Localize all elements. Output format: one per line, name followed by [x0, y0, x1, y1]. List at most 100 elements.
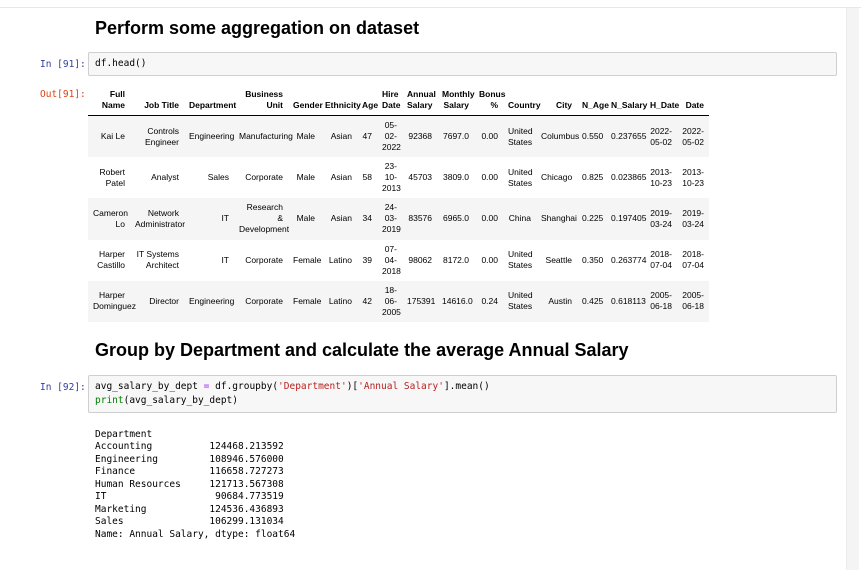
col-header: Business Unit: [234, 86, 288, 117]
df-cell: Director: [149, 295, 179, 306]
col-header: Job Title: [130, 86, 184, 117]
code-token-string: 'Annual Salary': [358, 380, 444, 392]
df-cell: 98062: [408, 254, 432, 265]
df-cell: 39: [362, 254, 372, 265]
df-cell: 18-06-2005: [382, 284, 401, 317]
df-cell: 0.618113: [611, 295, 646, 306]
code-token-string: 'Department': [278, 380, 347, 392]
df-cell: Corporate: [245, 295, 283, 306]
df-cell: 3809.0: [443, 172, 469, 183]
df-cell: 05-02-2022: [382, 120, 401, 153]
col-header: Annual Salary: [402, 86, 437, 117]
col-header: Ethnicity: [320, 86, 361, 117]
df-cell: 0.263774: [611, 254, 647, 265]
df-cell: 07-04-2018: [382, 243, 401, 276]
df-cell: United States: [508, 290, 533, 312]
df-cell: 2005-06-18: [682, 290, 704, 312]
df-cell: 34: [362, 213, 372, 224]
df-header-row: Full Name Job Title Department Business …: [88, 86, 709, 117]
df-cell: Network Administrator: [135, 207, 186, 229]
df-cell: 23-10-2013: [382, 161, 401, 194]
df-cell: 0.425: [582, 295, 604, 306]
output-area-92: Department Accounting 124468.213592 Engi…: [40, 419, 837, 542]
df-cell: 2018-07-04: [682, 249, 704, 271]
col-header: Gender: [288, 86, 323, 117]
markdown-heading-2: Group by Department and calculate the av…: [95, 339, 629, 360]
df-row: Harper Dominguez Director Engineering Co…: [88, 280, 709, 322]
df-cell: Robert Patel: [99, 166, 125, 188]
df-cell: 0.350: [582, 254, 604, 265]
col-header: Date: [677, 86, 709, 117]
df-cell: Asian: [330, 131, 352, 142]
df-cell: Seattle: [545, 254, 572, 265]
df-cell: Asian: [330, 213, 352, 224]
df-row: Kai Le Controls Engineer Engineering Man…: [88, 115, 709, 158]
df-cell: 2022-05-02: [650, 125, 672, 147]
df-cell: 42: [362, 295, 372, 306]
df-cell: 2019-03-24: [650, 207, 672, 229]
df-cell: Asian: [330, 172, 352, 183]
df-cell: Engineering: [189, 131, 235, 142]
col-header: Hire Date: [377, 86, 402, 117]
df-cell: 0.023865: [611, 172, 647, 183]
df-cell: Harper Dominguez: [93, 290, 136, 312]
df-cell: United States: [508, 249, 533, 271]
df-cell: 0.00: [481, 254, 498, 265]
df-cell: 0.197405: [611, 213, 647, 224]
df-cell: Corporate: [245, 254, 283, 265]
input-prompt-92: In [92]:: [40, 381, 86, 393]
df-cell: Columbus: [541, 131, 580, 142]
col-header: Bonus %: [474, 86, 505, 117]
df-cell: United States: [508, 166, 533, 188]
df-cell: 7697.0: [443, 131, 469, 142]
df-cell: 2018-07-04: [650, 249, 672, 271]
output-prompt-spacer: [40, 419, 88, 425]
code-input-92[interactable]: avg_salary_by_dept = df.groupby('Departm…: [88, 374, 837, 413]
df-cell: 0.00: [481, 131, 498, 142]
df-cell: 0.24: [481, 295, 498, 306]
stream-output: Department Accounting 124468.213592 Engi…: [95, 428, 296, 540]
df-cell: Female: [293, 254, 322, 265]
df-cell: IT: [221, 213, 229, 224]
code-token: (avg_salary_by_dept): [123, 394, 238, 406]
input-prompt-91: In [91]:: [40, 59, 86, 70]
df-cell: Austin: [548, 295, 572, 306]
df-cell: Male: [296, 131, 315, 142]
df-cell: Female: [293, 295, 322, 306]
code-input-91[interactable]: df.head(): [88, 52, 837, 76]
toolbar-divider: [0, 7, 861, 8]
col-header: H_Date: [645, 86, 679, 117]
df-cell: 24-03-2019: [382, 202, 401, 235]
col-header: N_Salary: [606, 86, 647, 117]
col-header: Monthly Salary: [437, 86, 475, 117]
df-cell: Latino: [328, 254, 352, 265]
vertical-scrollbar[interactable]: [846, 8, 859, 570]
code-token: ].mean(): [443, 380, 490, 392]
col-header: N_Age: [577, 86, 609, 117]
df-cell: Latino: [328, 295, 352, 306]
code-line: df.head(): [95, 58, 147, 69]
df-cell: 58: [362, 172, 372, 183]
df-cell: Research & Development: [239, 202, 290, 235]
df-cell: Shanghai: [541, 213, 577, 224]
df-cell: IT Systems Architect: [136, 249, 179, 271]
df-cell: 47: [362, 131, 372, 142]
df-cell: 2013-10-23: [650, 166, 672, 188]
df-cell: Engineering: [189, 295, 235, 306]
df-cell: 6965.0: [443, 213, 469, 224]
df-row: Robert Patel Analyst Sales Corporate Mal…: [88, 157, 709, 198]
df-cell: 45703: [408, 172, 432, 183]
df-cell: 2019-03-24: [682, 207, 704, 229]
df-cell: United States: [508, 125, 533, 147]
stream-output-wrap: Department Accounting 124468.213592 Engi…: [88, 419, 837, 542]
code-token: )[: [346, 380, 359, 392]
notebook: Perform some aggregation on dataset In […: [0, 18, 861, 541]
col-header: City: [536, 86, 577, 117]
df-cell: Male: [296, 213, 315, 224]
df-cell: 8172.0: [443, 254, 469, 265]
df-cell: 175391: [407, 295, 436, 306]
df-cell: Cameron Lo: [93, 207, 128, 229]
df-cell: Manufacturing: [239, 131, 293, 142]
output-area-91: Out[91]: Full Name Job Title Department …: [40, 82, 837, 322]
markdown-heading-1: Perform some aggregation on dataset: [95, 18, 420, 38]
